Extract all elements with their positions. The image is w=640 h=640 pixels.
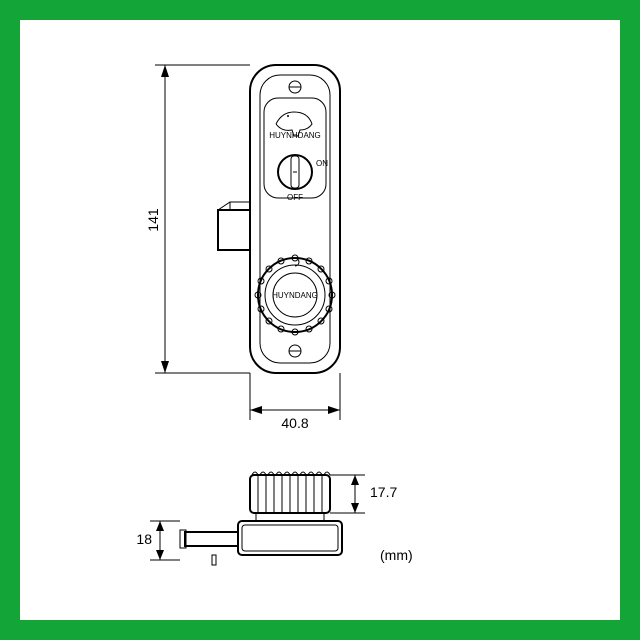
svg-text:40.8: 40.8 xyxy=(281,415,308,431)
svg-text:18: 18 xyxy=(136,531,152,547)
drawing-frame: HUYNHDANG ON OFF xyxy=(0,0,640,640)
svg-text:141: 141 xyxy=(145,208,161,232)
lower-knob: HUYNDANG xyxy=(258,258,332,332)
dim-body-height: 18 xyxy=(136,521,180,560)
side-view: 17.7 18 (mm) xyxy=(136,472,412,565)
latch-bolt xyxy=(218,202,250,250)
dim-height-main: 141 xyxy=(145,65,250,373)
front-view: HUYNHDANG ON OFF xyxy=(145,65,340,431)
side-knob xyxy=(250,472,330,513)
dim-knob-height: 17.7 xyxy=(330,475,397,513)
off-label: OFF xyxy=(287,193,303,202)
unit-label: (mm) xyxy=(380,547,413,563)
on-label: ON xyxy=(316,159,328,168)
technical-drawing: HUYNHDANG ON OFF xyxy=(20,20,620,620)
dim-width-main: 40.8 xyxy=(250,373,340,431)
brand-knob-text: HUYNDANG xyxy=(272,291,318,300)
brand-top-text: HUYNHDANG xyxy=(269,131,321,140)
svg-text:17.7: 17.7 xyxy=(370,484,397,500)
